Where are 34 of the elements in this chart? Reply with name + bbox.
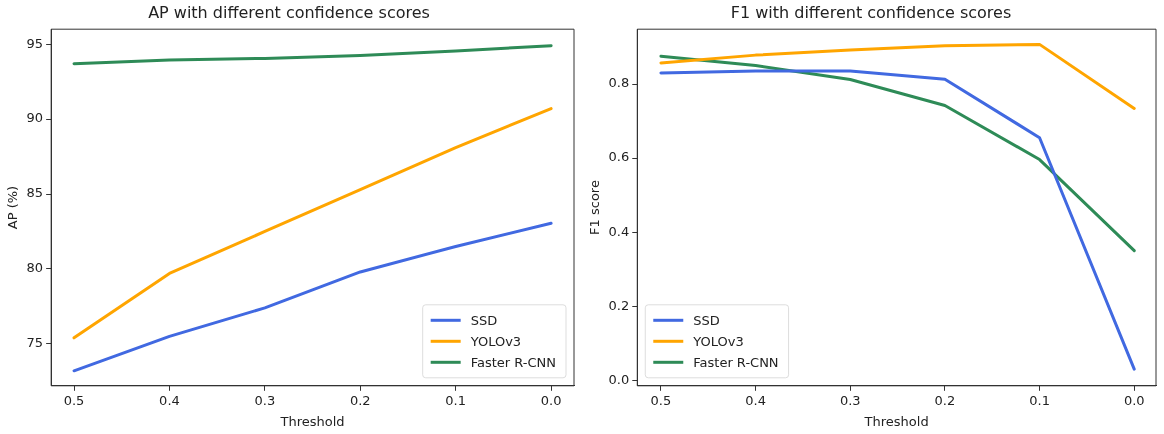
chart-title: F1 with different confidence scores xyxy=(730,2,1012,22)
chart-title: AP with different confidence scores xyxy=(148,2,430,22)
y-tick-label: 85 xyxy=(26,185,44,201)
x-tick-label: 0.5 xyxy=(63,392,85,408)
x-tick-label: 0.4 xyxy=(745,392,766,408)
y-axis-title: F1 score xyxy=(587,180,603,235)
x-tick-label: 0.5 xyxy=(650,392,672,408)
y-tick-label: 90 xyxy=(26,110,44,126)
y-tick-label: 95 xyxy=(26,35,44,51)
x-tick-label: 0.0 xyxy=(1123,392,1145,408)
y-tick-label: 0.0 xyxy=(608,371,630,387)
y-tick-label: 75 xyxy=(26,335,44,351)
x-tick-label: 0.2 xyxy=(349,392,371,408)
x-tick-label: 0.3 xyxy=(254,392,276,408)
x-tick-label: 0.1 xyxy=(445,392,467,408)
legend-label: SSD xyxy=(470,312,498,328)
legend-label: Faster R-CNN xyxy=(470,354,557,370)
y-tick-label: 0.8 xyxy=(608,75,630,91)
y-axis-title: AP (%) xyxy=(5,185,21,230)
legend-label: SSD xyxy=(693,312,720,328)
y-tick-label: 0.6 xyxy=(608,149,630,165)
x-tick-label: 0.4 xyxy=(159,392,180,408)
legend-label: YOLOv3 xyxy=(469,333,522,349)
y-tick-label: 0.2 xyxy=(608,297,630,313)
x-tick-label: 0.2 xyxy=(934,392,956,408)
y-tick-label: 0.4 xyxy=(608,223,630,239)
y-tick-label: 80 xyxy=(26,260,44,276)
x-tick-label: 0.3 xyxy=(839,392,861,408)
legend-label: YOLOv3 xyxy=(692,333,744,349)
x-axis-title: Threshold xyxy=(279,413,345,429)
x-axis-title: Threshold xyxy=(863,413,929,429)
x-tick-label: 0.1 xyxy=(1029,392,1050,408)
x-tick-label: 0.0 xyxy=(540,392,562,408)
legend-label: Faster R-CNN xyxy=(693,354,779,370)
